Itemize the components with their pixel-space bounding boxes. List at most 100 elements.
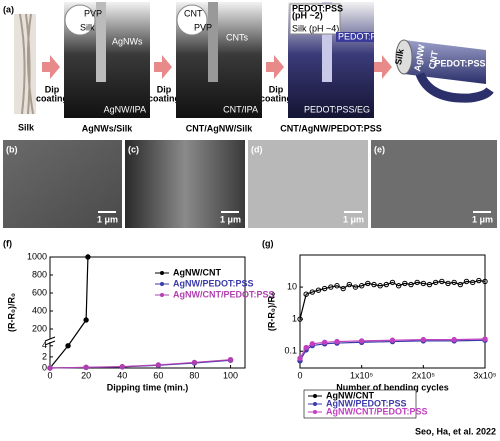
y-tick-label: 600 [32, 287, 47, 297]
inset-text: Silk (pH ~4) [292, 23, 339, 33]
data-point [420, 280, 427, 287]
data-point [463, 278, 470, 285]
x-axis-label: Number of bending cycles [336, 382, 449, 392]
data-point [482, 278, 488, 285]
caption: CNT/AgNW/Silk [186, 123, 253, 133]
silk-strands [19, 13, 34, 115]
data-point [389, 337, 396, 343]
x-axis-label: Dipping time (min.) [107, 382, 189, 392]
series-line [49, 359, 231, 369]
x-tick-label: 1x10⁵ [350, 370, 374, 380]
x-tick-label: 0 [297, 370, 302, 380]
legend-marker [313, 410, 317, 414]
inset [289, 3, 341, 35]
data-point [389, 279, 396, 286]
series-line [299, 339, 486, 362]
model-text: AgNW [412, 43, 427, 72]
model-end [395, 39, 413, 75]
data-point [482, 336, 488, 342]
axis-break [46, 339, 54, 342]
data-point [395, 283, 402, 289]
tag: CNT/IPA [223, 104, 258, 114]
data-point [377, 283, 383, 289]
series-line [49, 256, 89, 369]
legend-marker [160, 293, 164, 297]
legend-marker [313, 394, 317, 398]
data-point [402, 280, 408, 287]
model-tail [415, 72, 494, 103]
data-point [47, 365, 53, 371]
data-point [371, 281, 377, 288]
plot-frame [299, 254, 486, 369]
panel-label: (a) [3, 4, 14, 14]
y-axis-label: (R-R₀)/R₀ [6, 293, 16, 332]
scale-label: 1 μm [97, 214, 118, 224]
data-point [321, 339, 328, 345]
y-tick-label: 200 [32, 323, 47, 333]
legend-label: AgNW/PEDOT:PSS [326, 398, 407, 408]
arrow-text: Dip [45, 84, 60, 94]
data-point [420, 336, 427, 343]
panel-label: (b) [6, 144, 18, 154]
data-point [358, 338, 365, 344]
data-point [469, 279, 476, 286]
data-point [439, 278, 445, 285]
legend-label: AgNW/CNT [173, 267, 221, 277]
x-tick-label: 40 [117, 370, 127, 380]
arrow-text: coating [148, 93, 180, 103]
inset-text: CNT [184, 8, 203, 18]
panel-a: (a) Silk Dip coating Dip coating Dip coa… [3, 2, 494, 133]
inset-text: (pH ~2) [292, 10, 323, 20]
sem-image [248, 140, 368, 228]
tag: PEDOT:PSS/EG [338, 31, 404, 41]
data-point [445, 280, 451, 287]
data-point [303, 344, 309, 351]
y-tick-label: 0 [42, 362, 47, 372]
y-tick-label: 800 [32, 269, 47, 279]
data-point [65, 343, 71, 349]
x-tick-label: 3x10⁵ [473, 370, 497, 380]
arrow-text: Dip [157, 84, 172, 94]
data-point [83, 364, 89, 371]
y-axis-label: (R-R₀)/R₀ [266, 292, 276, 331]
data-point [303, 291, 309, 297]
data-point [334, 283, 340, 289]
model-text: Silk [393, 47, 406, 65]
tag: AgNW/IPA [104, 104, 146, 114]
tag: CNTs [226, 32, 248, 42]
data-point [457, 281, 464, 288]
x-tick-label: 20 [81, 370, 91, 380]
y-tick-label: 2 [42, 351, 47, 361]
inset [64, 4, 96, 36]
data-point [432, 279, 439, 286]
model-text: PEDOT:PSS [434, 58, 485, 68]
axis-break [44, 336, 56, 346]
series-line [299, 338, 486, 359]
data-point [358, 283, 365, 289]
y-tick-label: 400 [32, 305, 47, 315]
data-point [365, 280, 371, 287]
data-point [85, 254, 91, 260]
model-text: CNT [427, 49, 440, 69]
legend-box [303, 389, 417, 419]
data-point [414, 279, 420, 286]
series-line [299, 279, 486, 320]
inset-text: PEDOT:PSS [292, 3, 343, 13]
panel-label: (d) [251, 144, 263, 154]
sem-image [371, 140, 497, 228]
data-point [340, 285, 346, 292]
scale-label: 1 μm [220, 214, 241, 224]
tag-box [336, 32, 374, 42]
x-tick-label: 80 [189, 370, 199, 380]
data-point [227, 356, 234, 363]
legend-label: AgNW/CNT [326, 390, 374, 400]
data-point [408, 281, 414, 288]
arrows [42, 55, 392, 79]
inset-text: PVP [84, 8, 102, 18]
panel-label: (f) [3, 238, 12, 248]
caption: CNT/AgNW/PEDOT:PSS [280, 123, 382, 133]
arrow-text: coating [36, 93, 68, 103]
